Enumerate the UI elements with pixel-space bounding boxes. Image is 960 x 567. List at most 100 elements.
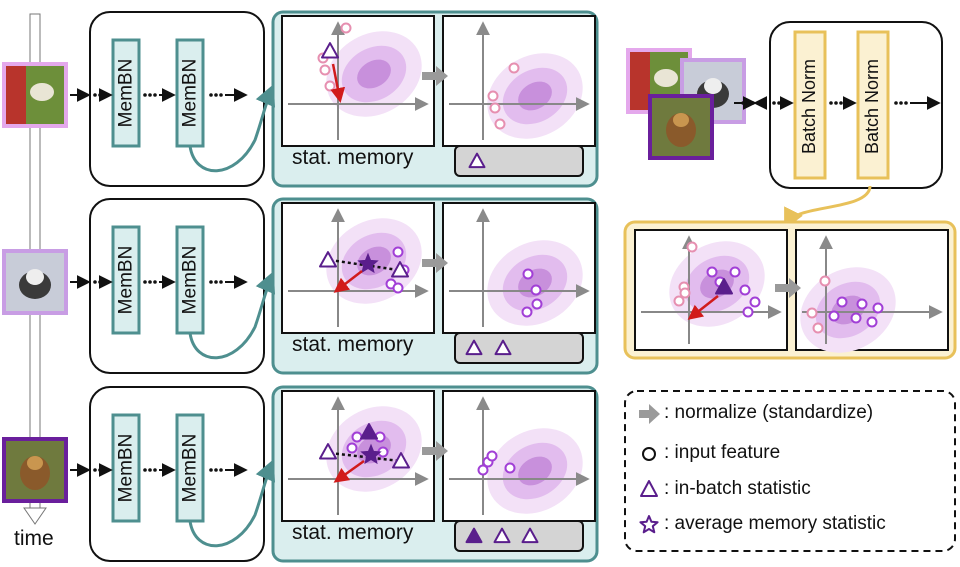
membn-block-2 (175, 413, 205, 523)
input-feature-circle (856, 298, 868, 310)
input-feature-circle (324, 80, 336, 92)
input-image-thumbnail (648, 94, 714, 160)
in-batch-statistic-triangle-filled (360, 423, 378, 440)
membn-label-text: MemBN (115, 58, 136, 128)
input-feature-circle (477, 464, 489, 476)
in-batch-statistic-triangle (321, 42, 339, 59)
gray-arrow-icon (639, 404, 660, 424)
legend-entry-text: : in-batch statistic (664, 478, 811, 499)
inner-ellipse (357, 59, 391, 89)
input-feature-circle (521, 306, 533, 318)
ellipsis-connector (93, 463, 113, 477)
dot (834, 101, 838, 105)
membn-block-label: MemBN (113, 415, 139, 521)
legend-entry-text: : input feature (664, 442, 781, 463)
dot (772, 101, 776, 105)
input-feature-circle (530, 284, 542, 296)
memory-link-arrow (188, 459, 276, 548)
dot (209, 93, 213, 97)
dot (103, 280, 107, 284)
input-image-thumbnail (2, 62, 68, 128)
input-feature-circle (531, 298, 543, 310)
input-feature-circle (866, 316, 878, 328)
input-feature-circle (749, 296, 761, 308)
membn-block-label: MemBN (113, 40, 139, 146)
distribution-ellipses (487, 428, 583, 514)
memory-link-arrow (188, 271, 276, 360)
memory-row-1 (2, 10, 599, 188)
dot (741, 101, 745, 105)
in-batch-statistic-triangle (392, 452, 410, 469)
star-icon (639, 515, 659, 534)
input-feature-circle (487, 90, 499, 102)
batchnorm-label-text: Batch Norm (799, 58, 820, 154)
memory-bar (454, 332, 584, 364)
membn-label-text: MemBN (115, 433, 136, 503)
normalize-arrow (422, 441, 448, 461)
input-feature-circle (351, 431, 363, 443)
batchnorm-block-label: Batch Norm (858, 36, 888, 176)
input-feature-circle (872, 302, 884, 314)
memory-slot-triangle (521, 527, 539, 544)
dot (782, 101, 786, 105)
shift-arrow (333, 270, 363, 293)
normalize-arrow (422, 253, 448, 273)
input-feature-circle (346, 442, 358, 454)
time-label: time (14, 527, 54, 550)
membn-label-text: MemBN (179, 58, 200, 128)
dot (899, 101, 903, 105)
ellipsis-connector (143, 88, 176, 102)
ellipsis-connector (772, 96, 794, 110)
dot (751, 101, 755, 105)
ellipsis-connector (93, 88, 113, 102)
distribution-ellipses (487, 240, 583, 326)
dot (214, 280, 218, 284)
memory-slot-triangle (465, 339, 483, 356)
input-feature-circle (836, 296, 848, 308)
stat-memory-label: stat. memory (292, 146, 414, 169)
input-feature-circle (489, 102, 501, 114)
membn-block-2 (175, 38, 205, 148)
dot (148, 468, 152, 472)
dot (746, 101, 750, 105)
batchnorm-block-label: Batch Norm (795, 36, 825, 176)
input-feature-circle (494, 118, 506, 130)
dot (143, 93, 147, 97)
dot (143, 280, 147, 284)
membn-block-label: MemBN (177, 415, 203, 521)
input-feature-circle (340, 22, 352, 34)
dot (143, 468, 147, 472)
legend-entry-text: : normalize (standardize) (664, 402, 874, 423)
dog-face (704, 78, 722, 94)
stat-memory-label: stat. memory (292, 333, 414, 356)
batchnorm-block-1 (793, 30, 827, 180)
input-feature-circle (508, 62, 520, 74)
dog-face (27, 456, 43, 470)
shift-arrow (333, 459, 365, 483)
memory-bar (454, 145, 584, 177)
ellipsis-connector (143, 463, 176, 477)
dot (93, 468, 97, 472)
normalize-arrow (775, 278, 801, 298)
input-feature-circle (319, 64, 331, 76)
dot (839, 101, 843, 105)
dot (219, 93, 223, 97)
input-feature-circle (819, 275, 831, 287)
memory-slot-triangle (468, 152, 486, 169)
input-image-thumbnail (2, 249, 68, 315)
shift-arrow (330, 63, 346, 103)
in-batch-statistic-triangle-filled (715, 278, 733, 295)
stat-memory-label: stat. memory (292, 521, 414, 544)
distribution-ellipses (326, 31, 422, 117)
input-feature-circle (673, 295, 685, 307)
dot (209, 280, 213, 284)
batchnorm-input-stack (626, 48, 746, 160)
input-feature-circle (392, 282, 404, 294)
in-batch-statistic-triangle (391, 261, 409, 278)
dog-face (26, 269, 44, 285)
input-feature-circle (850, 312, 862, 324)
dot (214, 468, 218, 472)
dot (219, 468, 223, 472)
ellipsis-connector (209, 463, 248, 477)
dot (904, 101, 908, 105)
